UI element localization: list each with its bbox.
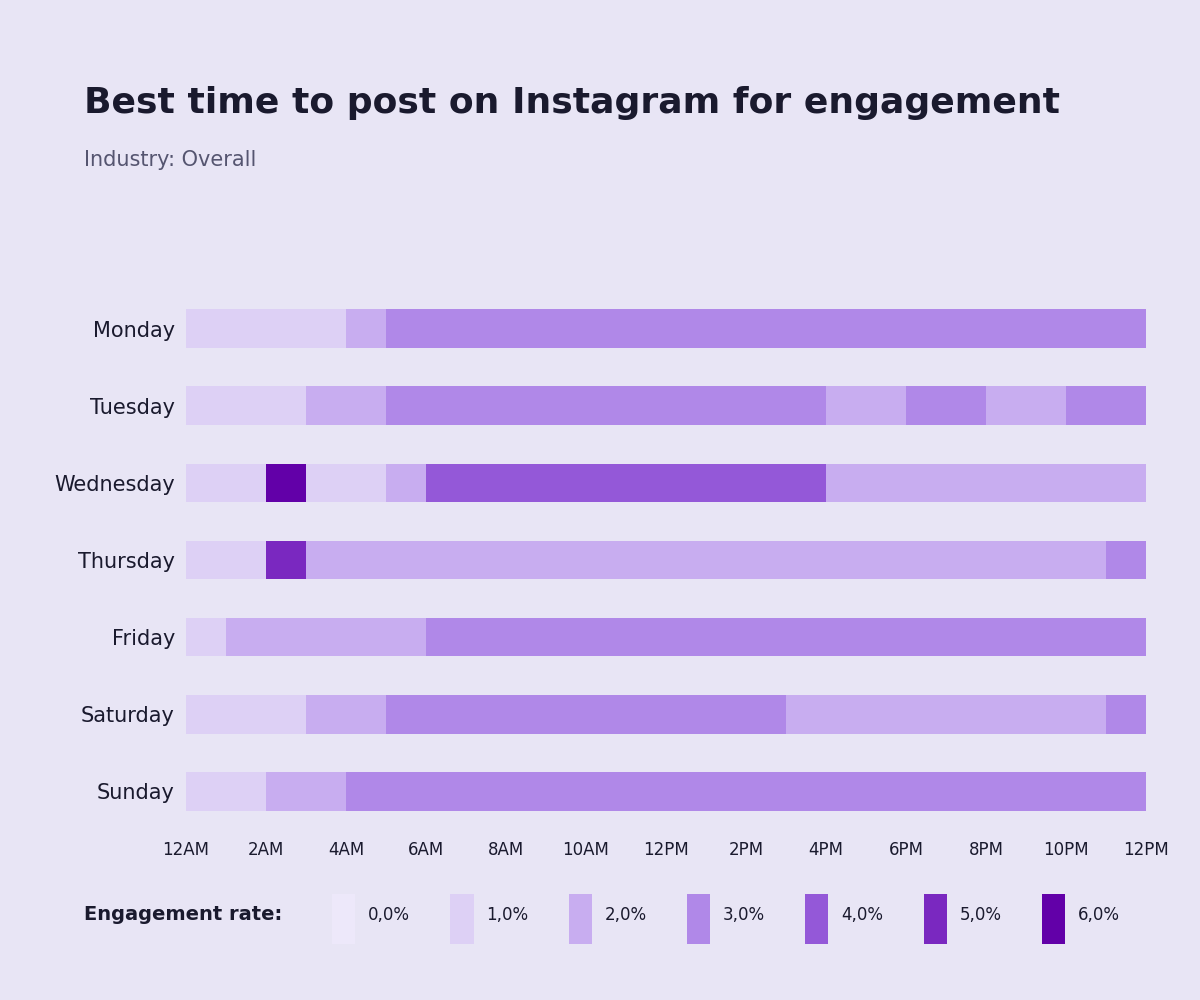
Bar — [266, 772, 346, 811]
Bar — [986, 386, 1066, 425]
Bar — [426, 618, 1146, 656]
Bar — [386, 309, 1146, 348]
Text: Best time to post on Instagram for engagement: Best time to post on Instagram for engag… — [84, 86, 1060, 120]
Text: Engagement rate:: Engagement rate: — [84, 906, 282, 924]
Bar — [186, 772, 266, 811]
Bar — [826, 386, 906, 425]
Text: 6,0%: 6,0% — [1078, 906, 1120, 924]
Bar — [186, 386, 306, 425]
Bar — [306, 541, 1106, 579]
Text: 4,0%: 4,0% — [841, 906, 883, 924]
Bar — [306, 695, 386, 734]
Text: 0,0%: 0,0% — [368, 906, 410, 924]
FancyBboxPatch shape — [450, 894, 474, 944]
Bar — [306, 464, 386, 502]
FancyBboxPatch shape — [924, 894, 947, 944]
Text: Industry: Overall: Industry: Overall — [84, 150, 257, 170]
Bar — [266, 541, 306, 579]
FancyBboxPatch shape — [332, 894, 355, 944]
Bar — [186, 695, 306, 734]
Bar — [306, 386, 386, 425]
Text: 1,0%: 1,0% — [486, 906, 528, 924]
Bar — [346, 309, 386, 348]
Bar — [386, 695, 786, 734]
Bar — [1106, 695, 1146, 734]
Bar — [186, 464, 266, 502]
Bar — [906, 386, 986, 425]
FancyBboxPatch shape — [805, 894, 828, 944]
Bar — [186, 309, 346, 348]
Bar — [426, 464, 826, 502]
FancyBboxPatch shape — [1042, 894, 1066, 944]
Text: 5,0%: 5,0% — [960, 906, 1002, 924]
Bar — [1066, 386, 1146, 425]
Bar — [1106, 541, 1146, 579]
FancyBboxPatch shape — [686, 894, 710, 944]
Bar — [186, 541, 266, 579]
Bar — [386, 464, 426, 502]
Bar — [186, 618, 226, 656]
FancyBboxPatch shape — [569, 894, 592, 944]
Bar — [386, 386, 826, 425]
Bar — [826, 464, 1146, 502]
Bar — [346, 772, 1146, 811]
Bar — [266, 464, 306, 502]
Bar — [226, 618, 426, 656]
Text: 3,0%: 3,0% — [722, 906, 766, 924]
Bar — [786, 695, 1106, 734]
Text: 2,0%: 2,0% — [605, 906, 647, 924]
